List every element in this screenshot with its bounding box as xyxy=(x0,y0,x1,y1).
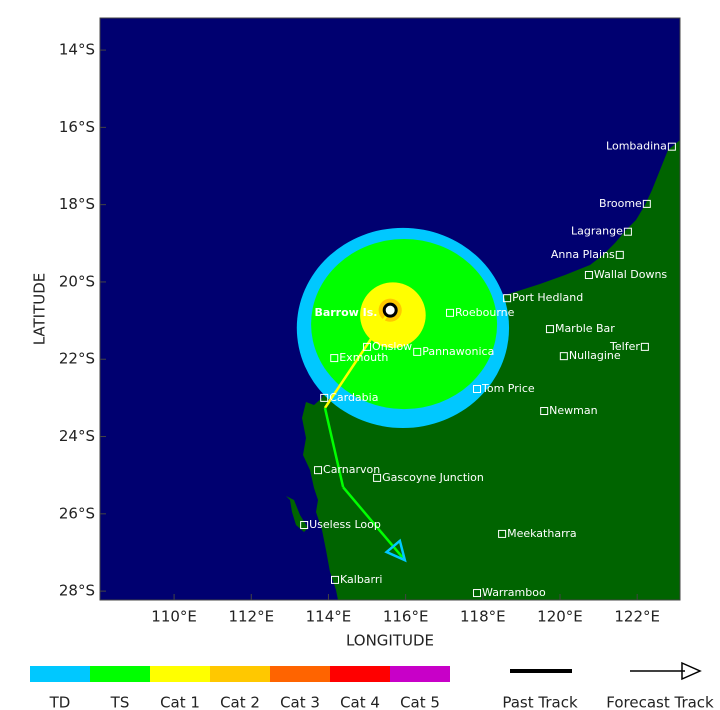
track-segment xyxy=(342,486,406,562)
place-marker xyxy=(363,342,372,351)
place-label: Telfer xyxy=(609,340,640,353)
place-label: Tom Price xyxy=(481,382,535,395)
y-tick-label: 18°S xyxy=(59,195,95,213)
place-label: Onslow xyxy=(372,340,412,353)
place-label: Meekatharra xyxy=(507,527,577,540)
place-marker xyxy=(300,521,309,530)
x-tick-label: 116°E xyxy=(383,608,429,626)
place-marker xyxy=(498,529,507,538)
x-tick-label: 122°E xyxy=(614,608,660,626)
place-label: Newman xyxy=(549,404,597,417)
legend-label: Cat 4 xyxy=(340,694,380,710)
legend-swatch xyxy=(390,666,450,682)
legend-swatch xyxy=(150,666,210,682)
legend-label: Cat 5 xyxy=(400,694,440,710)
y-axis-label: LATITUDE xyxy=(31,273,49,346)
place-marker xyxy=(314,466,323,475)
y-tick-label: 20°S xyxy=(59,272,95,290)
x-tick-label: 120°E xyxy=(537,608,583,626)
place-label: Cardabia xyxy=(329,391,378,404)
x-axis-label: LONGITUDE xyxy=(346,632,434,650)
place-label: Carnarvon xyxy=(323,463,380,476)
place-label: Useless Loop xyxy=(309,518,381,531)
forecast-arrow-symbol xyxy=(681,661,702,681)
legend-label: Forecast Track xyxy=(606,694,714,710)
place-marker xyxy=(559,352,568,361)
place-label: Wallal Downs xyxy=(594,268,667,281)
place-marker xyxy=(473,384,482,393)
x-tick-label: 114°E xyxy=(306,608,352,626)
place-marker xyxy=(540,407,549,416)
y-tick-label: 22°S xyxy=(59,350,95,368)
x-tick-label: 110°E xyxy=(151,608,197,626)
place-marker xyxy=(503,294,512,303)
place-label: Nullagine xyxy=(569,349,621,362)
place-label: Lagrange xyxy=(571,225,623,238)
place-label: Kalbarri xyxy=(340,573,382,586)
track-segment xyxy=(323,407,345,488)
x-tick-label: 118°E xyxy=(460,608,506,626)
legend-label: Cat 1 xyxy=(160,694,200,710)
place-label: Exmouth xyxy=(339,351,388,364)
y-tick-label: 24°S xyxy=(59,427,95,445)
map-frame xyxy=(99,17,681,601)
place-label: Lombadina xyxy=(606,140,667,153)
place-marker xyxy=(413,347,422,356)
legend-label: TD xyxy=(49,694,71,710)
legend-swatch xyxy=(330,666,390,682)
place-marker xyxy=(623,227,632,236)
y-tick-label: 14°S xyxy=(59,41,95,59)
place-label: Broome xyxy=(599,197,642,210)
legend-swatch xyxy=(210,666,270,682)
place-marker xyxy=(320,393,329,402)
place-label: Marble Bar xyxy=(555,322,615,335)
place-label: Roebourne xyxy=(455,306,515,319)
y-tick-label: 28°S xyxy=(59,582,95,600)
legend-swatch xyxy=(90,666,150,682)
legend-swatch xyxy=(270,666,330,682)
y-tick-label: 26°S xyxy=(59,504,95,522)
place-marker xyxy=(667,142,676,151)
legend-label: Cat 3 xyxy=(280,694,320,710)
place-label: Port Hedland xyxy=(512,291,583,304)
legend-label: Cat 2 xyxy=(220,694,260,710)
place-marker xyxy=(640,342,649,351)
forecast-arrowhead xyxy=(384,538,407,563)
place-marker xyxy=(446,308,455,317)
place-marker xyxy=(584,270,593,279)
place-label: Barrow Is. xyxy=(314,306,377,319)
place-marker xyxy=(615,250,624,259)
place-label: Pannawonica xyxy=(422,345,494,358)
place-marker xyxy=(545,325,554,334)
y-tick-label: 16°S xyxy=(59,118,95,136)
place-marker xyxy=(330,354,339,363)
place-marker xyxy=(373,473,382,482)
x-tick-label: 112°E xyxy=(228,608,274,626)
legend-swatch xyxy=(30,666,90,682)
legend-label: TS xyxy=(110,694,130,710)
place-label: Gascoyne Junction xyxy=(382,471,484,484)
track-segment xyxy=(323,309,392,409)
current-position xyxy=(382,302,398,318)
place-label: Anna Plains xyxy=(551,248,615,261)
place-marker xyxy=(331,575,340,584)
legend-label: Past Track xyxy=(502,694,578,710)
place-label: Warramboo xyxy=(482,586,546,599)
place-marker xyxy=(473,589,482,598)
place-marker xyxy=(642,199,651,208)
